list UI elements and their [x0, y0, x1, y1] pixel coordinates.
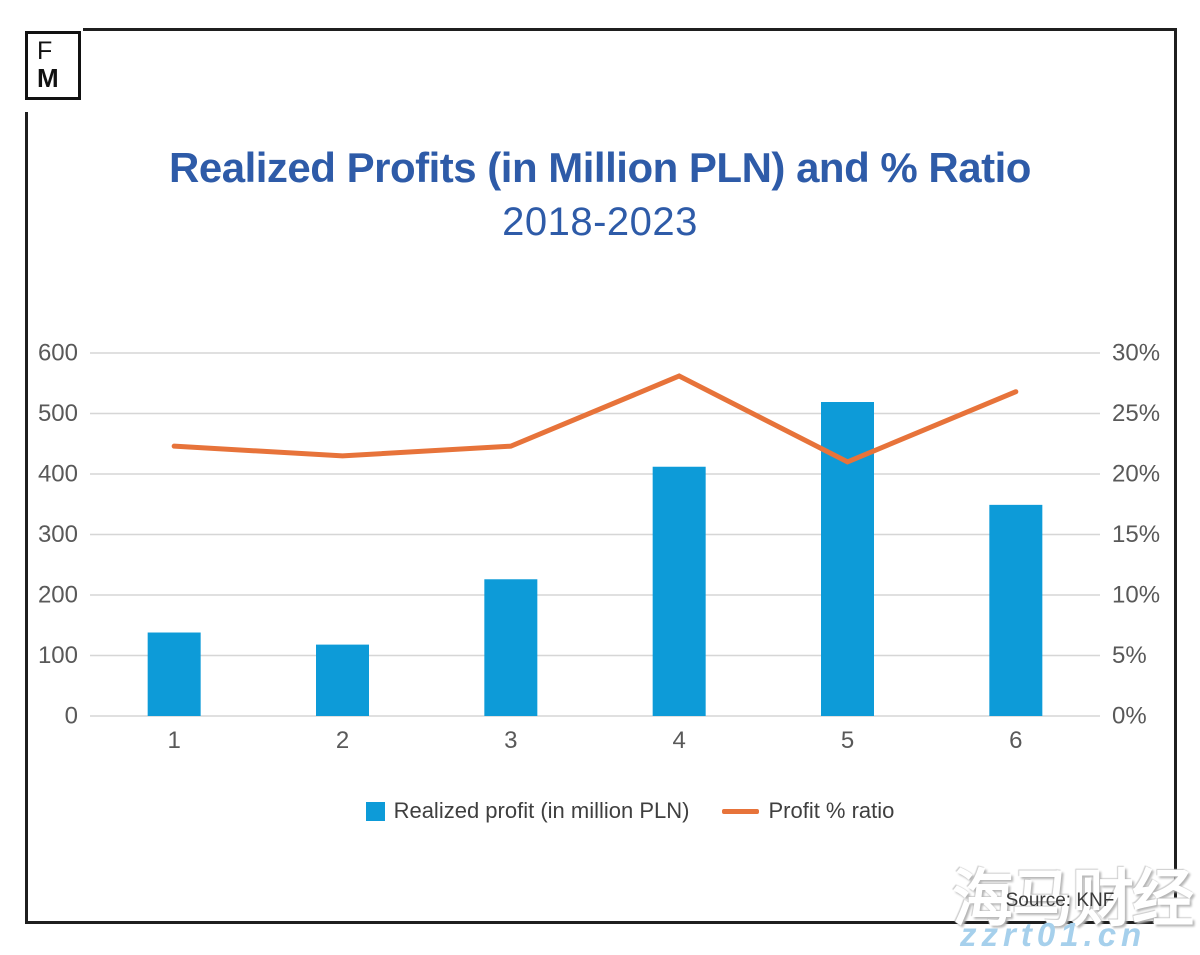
chart-legend: Realized profit (in million PLN) Profit … — [30, 798, 1200, 824]
x-axis-label: 3 — [504, 727, 517, 754]
legend-line-label: Profit % ratio — [768, 798, 895, 823]
frame-border-right — [1174, 28, 1177, 924]
left-axis-tick: 200 — [38, 582, 78, 609]
left-axis-tick: 100 — [38, 642, 78, 669]
legend-line-swatch — [722, 808, 760, 814]
bar-4 — [652, 466, 706, 716]
right-axis-tick: 0% — [1112, 703, 1147, 730]
legend-bar-label: Realized profit (in million PLN) — [393, 798, 690, 823]
x-axis-label: 5 — [841, 727, 854, 754]
right-axis-tick: 5% — [1112, 642, 1147, 669]
bar-3 — [484, 579, 538, 716]
x-axis-label: 2 — [336, 727, 349, 754]
frame-border-left — [25, 112, 28, 921]
right-axis-tick: 10% — [1112, 582, 1160, 609]
bar-2 — [316, 644, 369, 716]
x-axis-label: 4 — [672, 727, 685, 754]
x-axis-label: 6 — [1009, 727, 1022, 754]
left-axis-tick: 400 — [38, 461, 78, 488]
left-axis-tick: 300 — [38, 521, 78, 548]
page-title: Realized Profits (in Million PLN) and % … — [169, 144, 1031, 191]
watermark-url: zzrt01.cn — [960, 916, 1147, 953]
bar-5 — [821, 402, 874, 716]
bar-6 — [989, 504, 1043, 716]
profit-ratio-line — [171, 373, 1019, 465]
left-axis-tick: 500 — [38, 400, 78, 427]
right-axis-tick: 20% — [1112, 461, 1160, 488]
legend-bar-swatch — [365, 801, 385, 821]
frame-border-bottom — [25, 921, 1177, 924]
frame-border-top — [83, 28, 1177, 31]
watermark-chinese: 海马财经 — [952, 865, 1194, 934]
bar-1 — [147, 632, 201, 716]
x-axis-label: 1 — [167, 727, 180, 754]
brand-logo-fm: F M — [25, 31, 81, 100]
left-axis-tick: 600 — [38, 340, 78, 367]
logo-letter-m: M — [37, 62, 59, 93]
logo-letter-f: F — [37, 37, 53, 66]
source-note: Source: KNF — [1005, 890, 1115, 911]
right-axis-tick: 30% — [1112, 340, 1160, 367]
right-axis-tick: 15% — [1112, 521, 1160, 548]
page-subtitle: 2018-2023 — [502, 200, 698, 244]
right-axis-tick: 25% — [1112, 400, 1160, 427]
left-axis-tick: 0 — [65, 703, 78, 730]
